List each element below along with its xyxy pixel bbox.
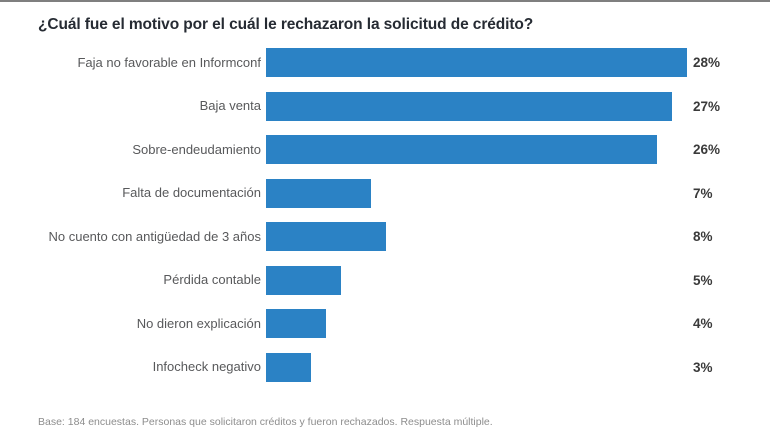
category-label: Falta de documentación bbox=[122, 185, 261, 201]
bar-track bbox=[266, 135, 687, 165]
bar-track bbox=[266, 265, 687, 295]
category-label: No dieron explicación bbox=[136, 315, 261, 331]
value-label: 8% bbox=[693, 229, 713, 245]
value-label: 7% bbox=[693, 185, 713, 201]
bar-row: Infocheck negativo 3% bbox=[0, 346, 770, 390]
bar-track bbox=[266, 352, 687, 382]
value-label: 26% bbox=[693, 142, 721, 158]
value-label: 3% bbox=[693, 359, 713, 375]
bar bbox=[266, 48, 687, 78]
bar bbox=[266, 265, 342, 295]
category-label: Faja no favorable en Informconf bbox=[77, 54, 261, 70]
value-label: 27% bbox=[693, 98, 721, 114]
value-label: 28% bbox=[693, 55, 721, 71]
bar-row: Pérdida contable 5% bbox=[0, 259, 770, 303]
bar-row: No cuento con antigüedad de 3 años 8% bbox=[0, 215, 770, 259]
bar bbox=[266, 309, 327, 339]
bar-track bbox=[266, 309, 687, 339]
bar bbox=[266, 91, 672, 121]
bar-track bbox=[266, 222, 687, 252]
category-label: Sobre-endeudamiento bbox=[132, 141, 261, 157]
bar-row: No dieron explicación 4% bbox=[0, 302, 770, 346]
category-label: Baja venta bbox=[199, 98, 261, 114]
bar-row: Faja no favorable en Informconf 28% bbox=[0, 41, 770, 85]
bar bbox=[266, 222, 387, 252]
bar-track bbox=[266, 48, 687, 78]
bar-track bbox=[266, 178, 687, 208]
base-footnote: Base: 184 encuestas. Personas que solici… bbox=[38, 416, 493, 428]
bar bbox=[266, 135, 657, 165]
bar-row: Sobre-endeudamiento 26% bbox=[0, 128, 770, 172]
chart-title: ¿Cuál fue el motivo por el cuál le recha… bbox=[38, 16, 534, 33]
bar-row: Baja venta 27% bbox=[0, 85, 770, 129]
category-label: Infocheck negativo bbox=[152, 359, 261, 375]
bar-track bbox=[266, 91, 687, 121]
bar bbox=[266, 352, 312, 382]
bar bbox=[266, 178, 372, 208]
bar-chart: Faja no favorable en Informconf 28% Baja… bbox=[0, 41, 770, 389]
top-divider bbox=[0, 0, 770, 2]
value-label: 4% bbox=[693, 316, 713, 332]
category-label: No cuento con antigüedad de 3 años bbox=[48, 228, 261, 244]
bar-row: Falta de documentación 7% bbox=[0, 172, 770, 216]
value-label: 5% bbox=[693, 272, 713, 288]
category-label: Pérdida contable bbox=[163, 272, 261, 288]
